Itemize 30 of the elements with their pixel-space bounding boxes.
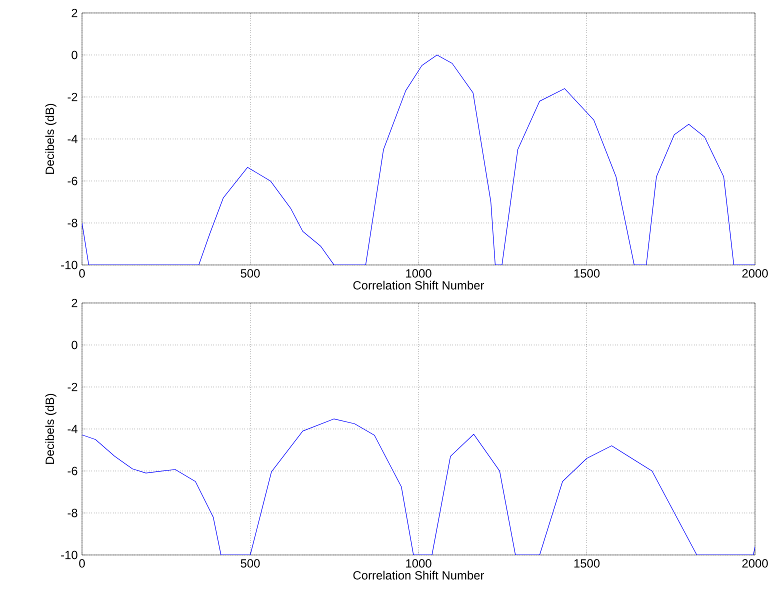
y-tick-label: 0: [72, 50, 78, 60]
x-tick-label: 2000: [742, 559, 768, 568]
y-tick-label: -6: [68, 466, 78, 476]
line-series: [82, 418, 756, 555]
y-tick-label: -8: [68, 218, 78, 228]
y-tick-label: -4: [68, 134, 78, 144]
y-tick-label: 0: [72, 340, 78, 350]
y-tick-label: -4: [68, 424, 78, 434]
x-tick-label: 500: [240, 559, 260, 568]
y-tick-label: -10: [61, 550, 78, 560]
y-tick-label: -10: [61, 260, 78, 270]
x-axis-title: Correlation Shift Number: [353, 570, 484, 580]
y-tick-label: -8: [68, 508, 78, 518]
x-axis-title: Correlation Shift Number: [353, 280, 484, 290]
y-tick-label: -2: [68, 92, 78, 102]
y-tick-label: -6: [68, 176, 78, 186]
x-tick-label: 1000: [406, 269, 432, 278]
y-tick-label: -2: [68, 382, 78, 392]
x-tick-label: 1500: [574, 269, 600, 278]
line-series: [82, 54, 756, 265]
x-tick-label: 0: [79, 269, 85, 278]
y-axis-title: Decibels (dB): [45, 104, 56, 174]
x-tick-label: 1000: [406, 559, 432, 568]
x-tick-label: 0: [79, 559, 85, 568]
y-axis-title: Decibels (dB): [45, 394, 56, 464]
x-tick-label: 1500: [574, 559, 600, 568]
y-tick-label: 2: [72, 298, 78, 308]
x-tick-label: 2000: [742, 269, 768, 278]
y-tick-label: 2: [72, 8, 78, 18]
x-tick-label: 500: [240, 269, 260, 278]
